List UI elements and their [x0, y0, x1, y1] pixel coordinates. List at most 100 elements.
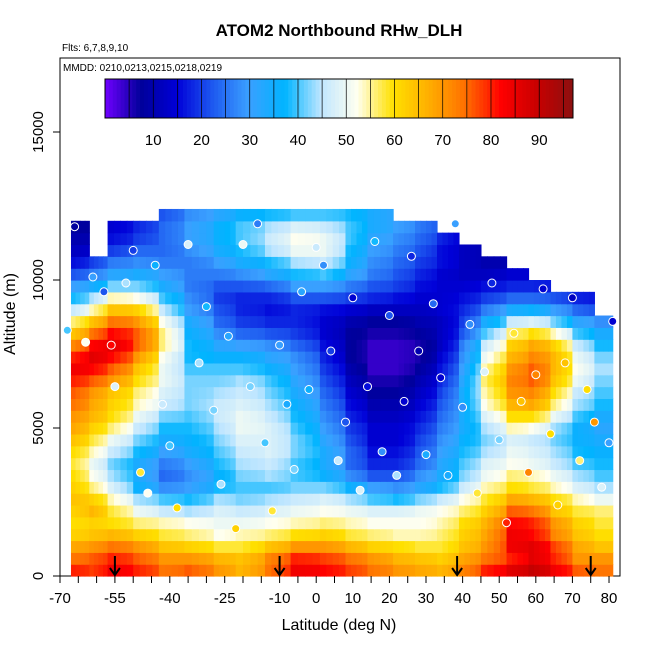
heatmap-cell	[345, 351, 352, 364]
heatmap-cell	[184, 244, 193, 257]
heatmap-cell	[539, 374, 546, 388]
heatmap-cell	[436, 339, 444, 352]
heatmap-cell	[350, 362, 358, 376]
heatmap-cell	[139, 339, 147, 352]
heatmap-cell	[213, 244, 220, 257]
heatmap-cell	[426, 386, 433, 399]
heatmap-cell	[431, 422, 438, 435]
heatmap-cell	[603, 540, 609, 553]
heatmap-cell	[158, 362, 166, 376]
heatmap-cell	[126, 280, 134, 293]
heatmap-cell	[350, 481, 358, 494]
heatmap-cell	[431, 386, 438, 399]
heatmap-cell	[152, 564, 160, 577]
colorbar-swatch	[413, 79, 418, 118]
heatmap-cell	[544, 374, 552, 388]
heatmap-cell	[139, 291, 147, 305]
heatmap-cell	[213, 315, 220, 328]
heatmap-cell	[356, 457, 363, 471]
heatmap-cell	[350, 422, 358, 435]
heatmap-cell	[305, 481, 314, 494]
heatmap-cell	[506, 445, 513, 459]
heatmap-cell	[550, 457, 557, 471]
sample-point	[165, 441, 175, 451]
heatmap-cell	[107, 469, 115, 482]
heatmap-cell	[356, 208, 363, 222]
heatmap-cell	[464, 386, 471, 399]
heatmap-cell	[598, 398, 605, 411]
heatmap-cell	[577, 504, 584, 518]
heatmap-cell	[184, 232, 193, 246]
heatmap-cell	[139, 244, 147, 257]
sample-point	[99, 287, 109, 297]
heatmap-cell	[544, 362, 552, 376]
heatmap-cell	[89, 516, 95, 530]
heatmap-cell	[356, 493, 363, 506]
heatmap-cell	[139, 280, 147, 293]
heatmap-cell	[290, 410, 299, 423]
heatmap-cell	[393, 327, 400, 340]
colorbar-swatch	[487, 79, 492, 118]
heatmap-cell	[250, 410, 259, 423]
heatmap-cell	[93, 291, 100, 305]
heatmap-cell	[326, 552, 334, 565]
heatmap-cell	[191, 268, 200, 281]
heatmap-cell	[380, 516, 388, 530]
heatmap-cell	[493, 552, 501, 565]
heatmap-cell	[158, 422, 166, 435]
heatmap-cell	[386, 220, 394, 234]
heatmap-cell	[350, 351, 358, 364]
heatmap-cell	[404, 445, 411, 459]
heatmap-cell	[356, 445, 363, 459]
heatmap-cell	[555, 552, 563, 565]
heatmap-cell	[107, 303, 115, 317]
heatmap-cell	[528, 528, 535, 542]
heatmap-cell	[126, 268, 134, 281]
heatmap-cell	[250, 445, 259, 459]
heatmap-cell	[566, 422, 574, 435]
heatmap-cell	[566, 552, 574, 565]
heatmap-cell	[436, 398, 444, 411]
heatmap-cell	[206, 564, 215, 577]
heatmap-cell	[436, 528, 444, 542]
heatmap-cell	[550, 540, 557, 553]
heatmap-cell	[480, 552, 488, 565]
sample-point	[597, 482, 607, 492]
heatmap-cell	[98, 457, 104, 471]
heatmap-cell	[235, 268, 244, 281]
heatmap-cell	[184, 303, 193, 317]
heatmap-cell	[566, 315, 574, 328]
heatmap-cell	[103, 362, 109, 376]
heatmap-cell	[146, 268, 154, 281]
heatmap-cell	[305, 351, 314, 364]
colorbar-swatch	[545, 79, 551, 118]
heatmap-cell	[469, 374, 477, 388]
heatmap-cell	[213, 469, 220, 482]
heatmap-cell	[583, 422, 590, 435]
heatmap-cell	[319, 208, 327, 222]
heatmap-cell	[80, 351, 86, 364]
heatmap-cell	[243, 315, 251, 328]
heatmap-cell	[70, 280, 77, 293]
heatmap-cell	[271, 540, 279, 553]
heatmap-cell	[447, 422, 455, 435]
heatmap-cell	[206, 351, 215, 364]
heatmap-cell	[120, 303, 128, 317]
heatmap-cell	[528, 291, 535, 305]
heatmap-cell	[512, 374, 519, 388]
heatmap-cell	[555, 351, 563, 364]
heatmap-cell	[528, 422, 535, 435]
heatmap-cell	[517, 564, 524, 577]
heatmap-cell	[213, 504, 220, 518]
colorbar-swatch	[108, 79, 114, 118]
heatmap-cell	[171, 351, 179, 364]
heatmap-cell	[219, 303, 226, 317]
heatmap-cell	[178, 291, 186, 305]
heatmap-cell	[398, 493, 405, 506]
heatmap-cell	[577, 291, 584, 305]
heatmap-cell	[583, 528, 590, 542]
sample-point	[289, 464, 299, 474]
heatmap-cell	[561, 362, 568, 376]
heatmap-cell	[487, 386, 495, 399]
sample-point	[458, 402, 468, 412]
